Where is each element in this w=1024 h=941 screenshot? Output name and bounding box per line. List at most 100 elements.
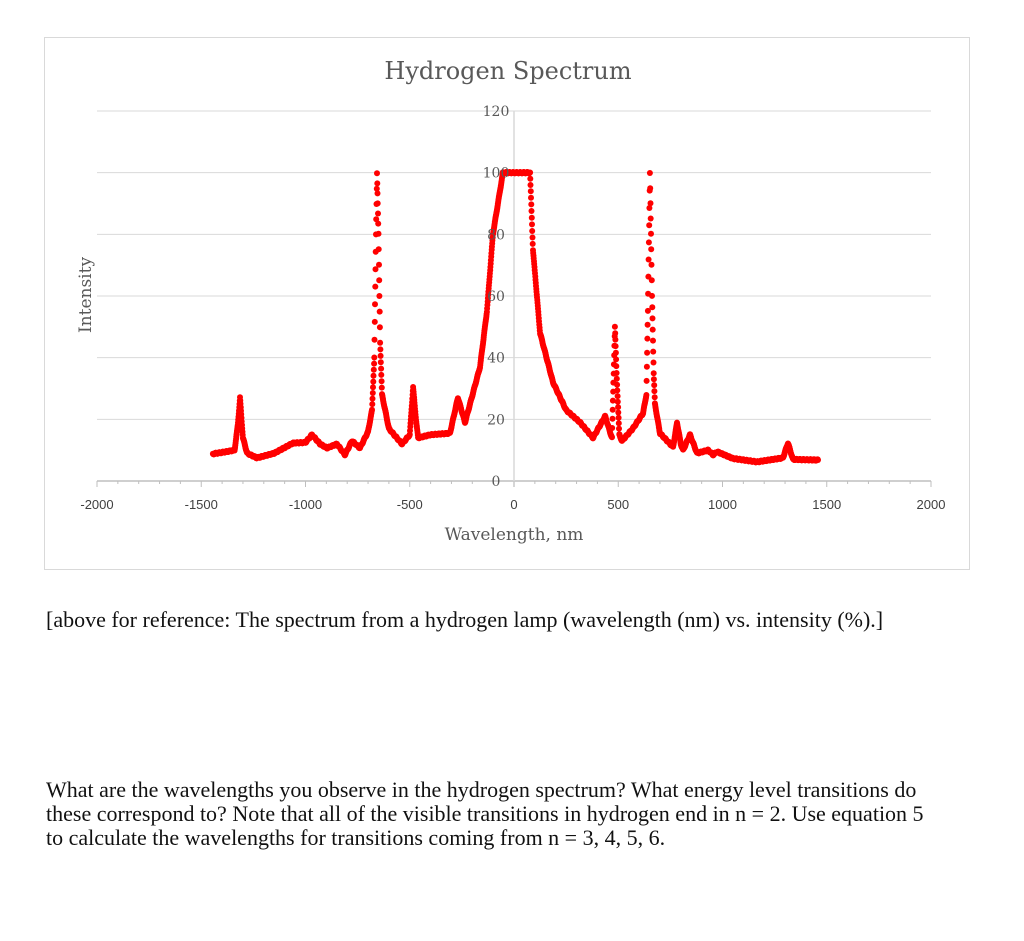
x-tick-label: -1000 <box>289 497 322 512</box>
y-axis-label: Intensity <box>76 257 96 333</box>
chart-title: Hydrogen Spectrum <box>384 57 631 85</box>
data-point <box>378 365 385 372</box>
data-point <box>646 205 653 211</box>
data-point <box>377 352 384 359</box>
data-point <box>615 404 622 411</box>
data-point <box>529 240 536 247</box>
data-point <box>646 170 653 176</box>
data-point <box>375 246 382 253</box>
data-point <box>649 315 656 322</box>
data-point <box>609 406 616 413</box>
data-point <box>614 381 621 388</box>
data-point <box>650 337 656 344</box>
data-point <box>528 208 535 214</box>
data-point <box>529 234 536 241</box>
data-point <box>376 308 383 315</box>
reference-caption: [above for reference: The spectrum from … <box>46 607 884 632</box>
data-point <box>648 230 654 237</box>
data-point <box>378 378 385 385</box>
data-point <box>528 214 535 221</box>
data-point <box>614 393 621 400</box>
x-tick-label: 500 <box>607 497 629 512</box>
data-point <box>612 349 619 356</box>
data-point <box>615 414 622 421</box>
data-point <box>611 323 618 330</box>
data-point <box>650 348 657 355</box>
data-point <box>527 169 534 176</box>
data-point <box>374 200 381 207</box>
data-point <box>527 175 534 182</box>
data-point <box>647 185 654 192</box>
data-point <box>644 307 651 314</box>
data-point <box>378 371 385 378</box>
data-point <box>616 425 622 432</box>
data-point <box>646 222 653 229</box>
data-point <box>609 425 616 431</box>
data-point <box>377 346 384 353</box>
data-point <box>613 363 620 370</box>
data-point <box>376 277 383 284</box>
data-point <box>643 377 650 384</box>
data-point <box>645 256 652 263</box>
data-point <box>615 420 622 427</box>
data-point <box>371 354 378 361</box>
data-point <box>649 304 656 311</box>
data-point <box>648 277 655 284</box>
data-point <box>528 194 534 201</box>
data-point <box>644 335 651 342</box>
data-point <box>376 261 382 268</box>
x-tick-label: -500 <box>397 497 423 512</box>
data-point <box>651 394 658 401</box>
data-point <box>814 457 821 464</box>
data-point <box>609 434 615 441</box>
y-tick-label: 20 <box>487 412 505 428</box>
data-point <box>372 301 378 308</box>
data-point <box>377 339 384 346</box>
data-point <box>371 336 378 343</box>
y-tick-label: 60 <box>487 289 505 305</box>
data-point <box>374 190 381 197</box>
data-point <box>378 384 385 391</box>
data-point <box>372 266 379 273</box>
data-point <box>371 318 378 325</box>
x-tick-label: 2000 <box>917 497 946 512</box>
data-point <box>614 398 621 405</box>
data-point <box>529 221 535 228</box>
data-point <box>651 382 658 389</box>
data-point <box>615 409 622 416</box>
data-point <box>528 201 535 208</box>
data-point <box>645 239 652 246</box>
data-point <box>647 200 654 207</box>
data-point <box>613 356 620 363</box>
data-point <box>614 387 621 394</box>
data-point <box>527 182 534 188</box>
data-point <box>527 188 534 195</box>
data-point <box>612 336 619 343</box>
question-text: What are the wavelengths you observe in … <box>46 777 924 850</box>
data-point <box>648 261 655 268</box>
x-tick-label: 0 <box>510 497 517 512</box>
data-point <box>375 230 382 237</box>
data-point <box>612 343 619 350</box>
data-point <box>369 401 376 408</box>
data-point <box>377 359 384 366</box>
data-point <box>372 283 379 290</box>
data-point <box>651 388 658 395</box>
data-point <box>650 359 657 366</box>
x-tick-label: 1000 <box>708 497 737 512</box>
data-point <box>374 180 381 187</box>
data-point <box>370 384 376 391</box>
data-point <box>644 321 651 328</box>
y-tick-label: 80 <box>487 227 505 243</box>
data-point <box>371 360 378 367</box>
data-point <box>369 406 375 413</box>
data-point <box>648 246 655 253</box>
data-point <box>647 215 654 222</box>
data-point <box>369 395 376 402</box>
x-tick-label: -1500 <box>185 497 218 512</box>
data-point <box>529 228 536 234</box>
data-point <box>650 370 657 377</box>
data-point <box>643 392 650 398</box>
data-point <box>376 293 383 299</box>
data-point <box>643 363 650 370</box>
